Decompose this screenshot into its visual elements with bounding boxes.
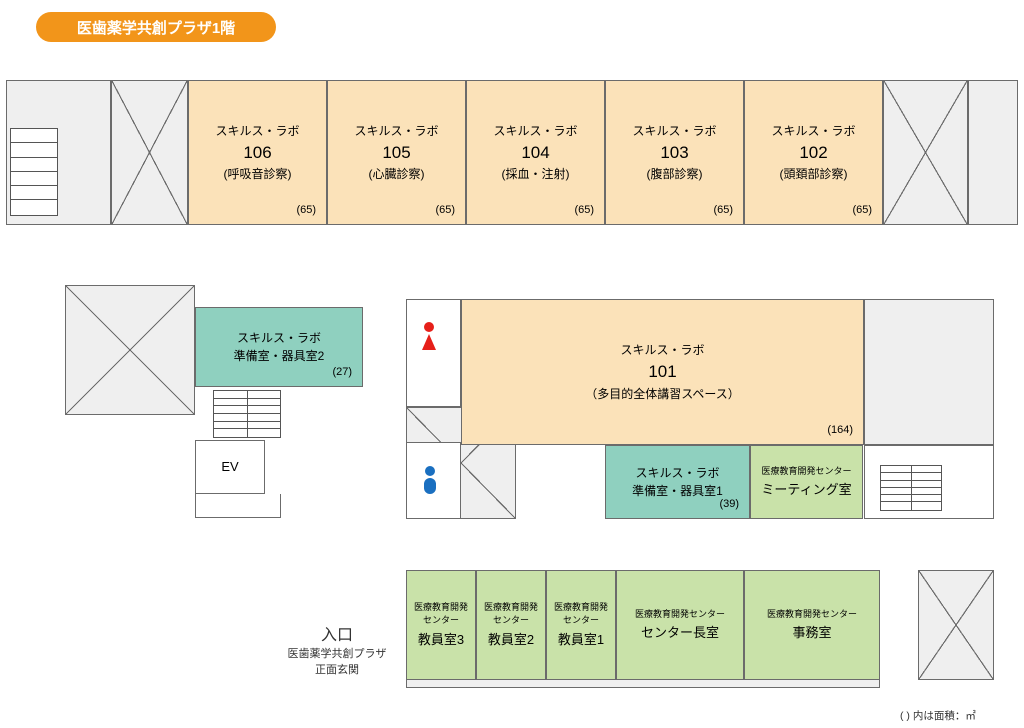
- room-101: スキルス・ラボ 101 （多目的全体講習スペース） (164): [461, 299, 864, 445]
- lab-sub: (頭頚部診察): [780, 165, 848, 183]
- skills-lab-105: スキルス・ラボ105(心臓診察) (65): [327, 80, 466, 225]
- office-name: センター長室: [641, 623, 719, 643]
- meeting-rm: ミーティング室: [761, 480, 851, 500]
- lab-label: スキルス・ラボ: [493, 122, 577, 140]
- office-room-2: 医療教育開発センター教員室1: [546, 570, 616, 680]
- ev-box: EV: [195, 440, 265, 494]
- office-room-4: 医療教育開発センター事務室: [744, 570, 880, 680]
- room101-label: スキルス・ラボ: [620, 341, 704, 359]
- office-dept: 医療教育開発センター: [414, 601, 468, 628]
- bottom-x-right: [918, 570, 994, 680]
- female-restroom-icon: [422, 322, 436, 350]
- lab-number: 104: [521, 140, 549, 166]
- top-x-right: [883, 80, 968, 225]
- office-dept: 医療教育開発センター: [635, 608, 725, 622]
- lab-label: スキルス・ラボ: [632, 122, 716, 140]
- stairs-mid: [213, 390, 281, 438]
- skills-lab-102: スキルス・ラボ102(頭頚部診察) (65): [744, 80, 883, 225]
- skills-lab-103: スキルス・ラボ103(腹部診察) (65): [605, 80, 744, 225]
- office-dept: 医療教育開発センター: [554, 601, 608, 628]
- floor-title-text: 医歯薬学共創プラザ1階: [77, 17, 235, 38]
- entrance-sub2: 正面玄関: [272, 663, 402, 678]
- mid-x-big: [65, 285, 195, 415]
- entrance-label: 入口: [272, 625, 402, 647]
- prep-room-2: スキルス・ラボ 準備室・器具室2 (27): [195, 307, 363, 387]
- office-room-1: 医療教育開発センター教員室2: [476, 570, 546, 680]
- prep1-area: (39): [719, 496, 739, 513]
- prep1-sub: 準備室・器具室1: [632, 482, 723, 500]
- top-grey-right: [968, 80, 1018, 225]
- male-restroom-icon: [424, 466, 436, 494]
- office-name: 教員室1: [558, 630, 604, 650]
- floor-title: 医歯薬学共創プラザ1階: [36, 12, 276, 42]
- lab-label: スキルス・ラボ: [771, 122, 855, 140]
- office-dept: 医療教育開発センター: [767, 608, 857, 622]
- office-room-3: 医療教育開発センターセンター長室: [616, 570, 744, 680]
- stairs-top-left: [10, 128, 58, 216]
- prep2-sub: 準備室・器具室2: [234, 347, 325, 365]
- lab-area: (65): [574, 202, 594, 219]
- lab-area: (65): [435, 202, 455, 219]
- entrance-sub1: 医歯薬学共創プラザ: [272, 647, 402, 662]
- stairs-right: [880, 465, 942, 511]
- lab-area: (65): [852, 202, 872, 219]
- ev-label: EV: [221, 457, 238, 477]
- skills-lab-104: スキルス・ラボ104(採血・注射) (65): [466, 80, 605, 225]
- skills-lab-106: スキルス・ラボ106(呼吸音診察) (65): [188, 80, 327, 225]
- bottom-greybar: [406, 680, 880, 688]
- prep2-area: (27): [332, 364, 352, 381]
- room101-num: 101: [648, 359, 676, 385]
- lab-number: 102: [799, 140, 827, 166]
- restroom-upper: [406, 299, 461, 407]
- lab-sub: (腹部診察): [647, 165, 703, 183]
- office-name: 事務室: [792, 623, 831, 643]
- office-name: 教員室3: [418, 630, 464, 650]
- lab-label: スキルス・ラボ: [215, 122, 299, 140]
- ev-line-box: [195, 494, 281, 518]
- top-x-left: [111, 80, 188, 225]
- meeting-room: 医療教育開発センター ミーティング室: [750, 445, 863, 519]
- lab-sub: (呼吸音診察): [224, 165, 292, 183]
- room101-area: (164): [827, 422, 853, 439]
- prep1-label: スキルス・ラボ: [635, 464, 719, 482]
- office-dept: 医療教育開発センター: [484, 601, 538, 628]
- lab-sub: (心臓診察): [369, 165, 425, 183]
- lab-label: スキルス・ラボ: [354, 122, 438, 140]
- lab-area: (65): [713, 202, 733, 219]
- meeting-dept: 医療教育開発センター: [761, 465, 851, 479]
- entrance-label-block: 入口 医歯薬学共創プラザ 正面玄関: [272, 625, 402, 678]
- office-name: 教員室2: [488, 630, 534, 650]
- lab-number: 103: [660, 140, 688, 166]
- area-footnote: ( ) 内は面積：㎡: [900, 708, 976, 723]
- lab-sub: (採血・注射): [502, 165, 570, 183]
- lab-number: 105: [382, 140, 410, 166]
- lab-area: (65): [296, 202, 316, 219]
- prep-room-1: スキルス・ラボ 準備室・器具室1 (39): [605, 445, 750, 519]
- lab-number: 106: [243, 140, 271, 166]
- prep2-label: スキルス・ラボ: [237, 329, 321, 347]
- mid-grey-right: [864, 299, 994, 445]
- office-room-0: 医療教育開発センター教員室3: [406, 570, 476, 680]
- room101-sub: （多目的全体講習スペース）: [585, 385, 740, 403]
